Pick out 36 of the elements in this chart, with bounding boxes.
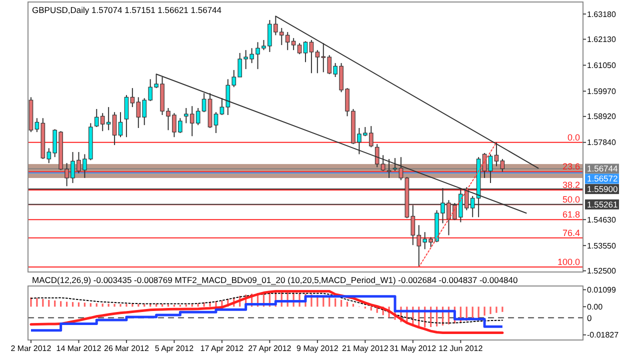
x-tick-label: 2 Mar 2012 [10, 344, 52, 353]
x-tick-label: 26 Mar 2012 [104, 344, 150, 353]
y-tick-label: 1.61050 [587, 61, 616, 70]
y-tick-label: 0.01099 [587, 286, 616, 295]
y-tick-label: 1.59970 [587, 87, 616, 96]
y-tick-label: 1.58920 [587, 112, 616, 122]
annotation: 38.2 [562, 180, 580, 190]
annotation: 100.0 [557, 256, 580, 267]
annotation: 23.6 [562, 162, 580, 172]
y-tick-label: 1.63180 [587, 10, 616, 19]
x-tick-label: 17 Apr 2012 [200, 344, 244, 353]
ref-line-label: 0 [587, 312, 592, 323]
x-tick-label: 9 May 2012 [296, 344, 339, 353]
y-tick-label: 0.00 [587, 302, 604, 312]
annotation: 0.0 [567, 132, 580, 142]
ref-line-label: 1.56572 [587, 174, 618, 184]
chart-title: MACD(12,26,9) -0.003435 -0.008769 MTF2_MACD_BDv09_01_20 (10,20,5,MACD_Period_W1) -0.002684 -0.004837 -0.004840 [32, 275, 518, 285]
x-tick-label: 12 Jun 2012 [438, 344, 484, 353]
y-tick-label: 1.62130 [587, 35, 616, 44]
chart-title: GBPUSD,Daily 1.57074 1.57151 1.56621 1.56744 [32, 5, 222, 15]
x-tick-label: 31 May 2012 [390, 344, 437, 353]
y-tick-label: 1.57840 [587, 138, 616, 148]
x-tick-label: 5 Apr 2012 [154, 344, 194, 353]
y-tick-label: 1.54630 [587, 215, 616, 224]
annotation: 76.4 [562, 228, 580, 238]
ref-line-label: 1.55900 [587, 184, 618, 194]
y-tick-label: 1.52500 [587, 266, 616, 276]
annotation: 50.0 [562, 194, 580, 205]
y-tick-label: -0.01827 [587, 330, 620, 340]
y-tick-label: 1.53550 [587, 241, 616, 250]
annotation: 61.8 [562, 210, 580, 220]
ref-line-label: 1.56744 [587, 164, 618, 174]
ref-line-label: 1.55261 [587, 199, 618, 210]
x-tick-label: 21 May 2012 [342, 344, 389, 353]
x-tick-label: 27 Apr 2012 [248, 344, 292, 353]
x-tick-label: 14 Mar 2012 [56, 344, 102, 353]
